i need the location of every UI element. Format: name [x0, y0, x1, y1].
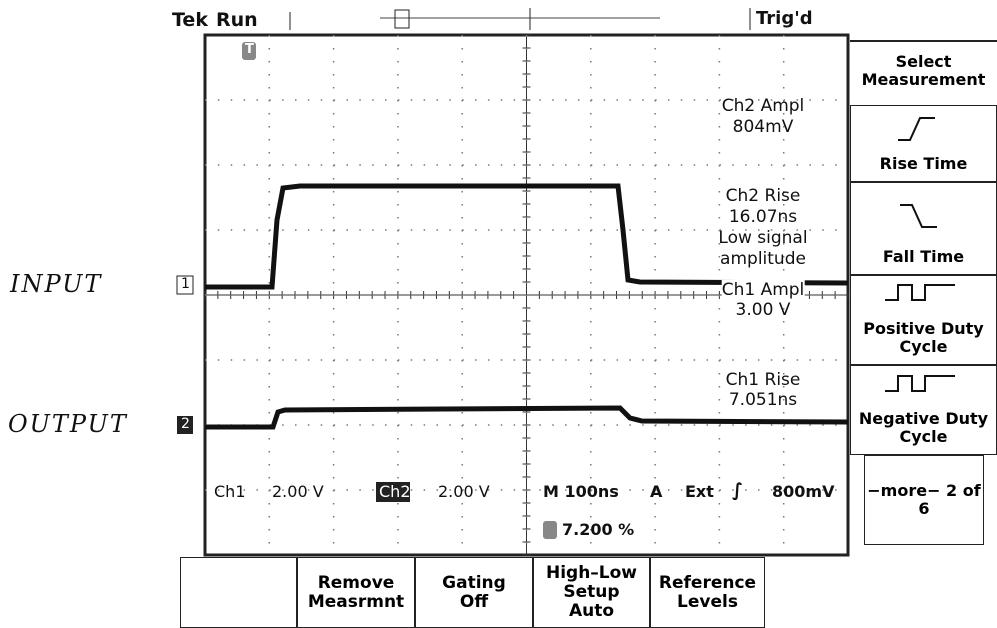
measurement-name: Ch1 Ampl	[722, 280, 805, 300]
bottom-menu-button[interactable]: Reference Levels	[650, 557, 765, 628]
trigger-status: Trig'd	[756, 8, 813, 29]
measurement-note: Low signal amplitude	[693, 228, 833, 270]
brand: Tek	[172, 9, 208, 31]
bottom-menu-button[interactable]: Remove Measrmnt	[297, 557, 415, 628]
bottom-menu-button[interactable]: Gating Off	[415, 557, 533, 628]
handwritten-label: OUTPUT	[8, 410, 128, 438]
ch1-label: Ch1	[214, 482, 246, 501]
trigger-source: Ext	[685, 482, 714, 501]
measurement-value: 7.051ns	[729, 390, 797, 410]
side-menu-button[interactable]: Positive Duty Cycle	[850, 275, 997, 365]
measurement-name: Ch1 Rise	[726, 370, 801, 390]
side-menu-button[interactable]: Fall Time	[850, 182, 997, 275]
side-menu-title: Select Measurement	[850, 40, 997, 105]
trigger-level: 800mV	[772, 482, 834, 501]
bottom-menu-button[interactable]: Select Measrmnt for Ch2	[180, 557, 297, 628]
side-menu-button[interactable]: Rise Time	[850, 105, 997, 182]
timebase: M 100ns	[543, 482, 619, 501]
scope-display	[0, 0, 997, 628]
handwritten-label: INPUT	[10, 270, 102, 298]
ch2-label: Ch2	[379, 482, 411, 501]
side-menu-button[interactable]: Negative Duty Cycle	[850, 365, 997, 455]
ch1-scale: 2.00 V	[272, 482, 324, 501]
measurement-name: Ch2 Rise	[726, 186, 801, 206]
ch1-marker: 1	[181, 276, 190, 292]
trigger-pos-icon	[543, 521, 557, 539]
record-window	[395, 10, 409, 28]
measurement-value: 804mV	[733, 117, 794, 137]
measurement-value: 16.07ns	[729, 207, 797, 227]
trigger-marker: T	[245, 42, 254, 57]
scope-screenshot: Tek Run Trig'd INPUT OUTPUT T 1 2 Ch2 Am…	[0, 0, 997, 628]
run-status: Run	[216, 9, 258, 31]
trigger-position: 7.200 %	[562, 520, 634, 539]
measurement-name: Ch2 Ampl	[722, 96, 805, 116]
trigger-slope: ∫	[732, 480, 743, 501]
measurement-value: 3.00 V	[736, 300, 791, 320]
ch2-scale: 2.00 V	[438, 482, 490, 501]
bottom-menu-button[interactable]: High–Low Setup Auto	[533, 557, 650, 628]
side-menu-button[interactable]: −more− 2 of 6	[864, 455, 984, 545]
ch2-marker: 2	[181, 416, 190, 432]
trigger-source-label: A	[650, 482, 662, 501]
